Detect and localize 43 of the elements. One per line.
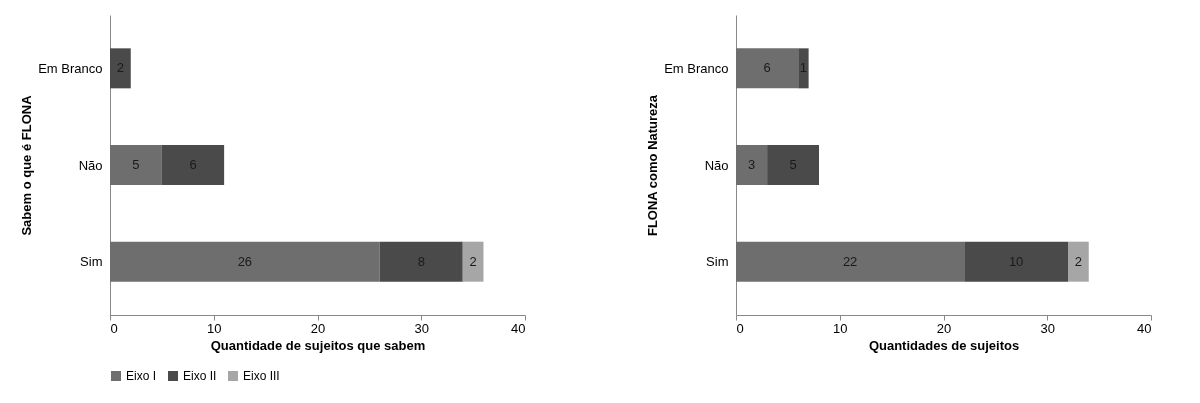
data-label: 26 [237, 253, 253, 269]
x-tick-label: 30 [414, 320, 429, 336]
y-tick-label: Sim [706, 254, 729, 270]
bar [110, 241, 380, 282]
bar [767, 145, 819, 185]
x-tick-label: 40 [1137, 320, 1152, 336]
x-tick-label: 40 [511, 320, 526, 336]
y-tick-label: Não [78, 157, 103, 173]
y-tick-label: Em Branco [664, 60, 729, 76]
y-tick-label: Não [704, 157, 729, 173]
x-tick-label: 10 [833, 320, 848, 336]
bar [798, 48, 809, 89]
y-axis-title: FLONA como Natureza [645, 94, 661, 237]
data-label: 3 [747, 157, 756, 172]
bar [1068, 241, 1089, 282]
bar [110, 48, 131, 89]
x-axis-title: Quantidades de sujeitos [868, 337, 1020, 353]
legend-label: Eixo III [243, 369, 280, 383]
bar [736, 241, 965, 282]
legend-label: Eixo I [126, 369, 157, 383]
bar [964, 241, 1068, 282]
data-label: 5 [132, 157, 140, 172]
x-tick-label: 10 [207, 320, 222, 336]
x-tick-label: 20 [310, 320, 326, 336]
bar [736, 145, 768, 185]
legend-label: Eixo II [183, 369, 217, 383]
y-tick-label: Em Branco [38, 60, 103, 76]
data-label: 2 [469, 253, 477, 269]
bar [161, 145, 225, 185]
x-axis-title: Quantidade de sujeitos que sabem [210, 337, 426, 353]
data-label: 2 [1074, 253, 1082, 269]
bar [736, 48, 799, 89]
x-tick-label: 0 [736, 320, 744, 336]
bar [110, 145, 162, 185]
y-tick-label: Sim [80, 254, 103, 270]
x-tick-label: 20 [936, 320, 952, 336]
data-label: 22 [842, 253, 858, 269]
x-tick-label: 0 [110, 320, 118, 336]
bar [462, 241, 484, 282]
bar [379, 241, 463, 282]
x-tick-label: 30 [1040, 320, 1055, 336]
y-axis-title: Sabem o que é FLONA [19, 94, 35, 236]
data-label: 6 [763, 60, 771, 76]
